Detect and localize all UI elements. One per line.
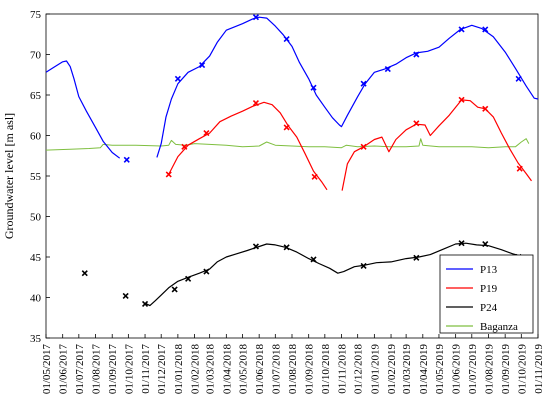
data-point-p13 (252, 14, 259, 21)
x-tick-label: 01/04/2019 (418, 344, 430, 395)
data-point-p13 (283, 36, 290, 43)
x-tick-label: 01/09/2019 (500, 344, 512, 395)
series-line-baganza (45, 138, 530, 151)
x-tick-label: 01/05/2019 (434, 344, 446, 395)
x-tick-label: 01/10/2019 (516, 344, 528, 395)
x-tick-label: 01/10/2017 (123, 344, 135, 395)
x-tick-label: 01/12/2017 (156, 344, 168, 395)
data-point-p24 (310, 256, 317, 263)
legend-label-p13: P13 (480, 264, 498, 276)
data-point-p24 (252, 243, 259, 250)
data-point-p24 (482, 240, 489, 248)
series-p13 (45, 14, 539, 163)
data-point-p19 (311, 173, 318, 180)
y-tick-label: 70 (30, 50, 42, 62)
x-tick-label: 01/04/2018 (221, 344, 233, 395)
x-tick-label: 01/03/2019 (401, 344, 413, 395)
x-tick-label: 01/08/2018 (287, 344, 299, 395)
data-point-p13 (482, 26, 489, 33)
data-point-p24 (283, 244, 290, 251)
data-point-p19 (181, 143, 188, 150)
y-tick-label: 60 (30, 131, 42, 143)
data-point-p13 (384, 66, 391, 73)
data-point-p24 (458, 240, 465, 247)
series-layer (45, 14, 539, 308)
x-tick-label: 01/05/2018 (237, 344, 249, 395)
data-point-p24 (171, 286, 178, 293)
y-tick-label: 50 (30, 212, 42, 224)
series-p24 (81, 240, 530, 308)
x-tick-label: 01/11/2019 (533, 344, 545, 394)
x-tick-label: 01/10/2018 (320, 344, 332, 395)
data-point-p13 (458, 26, 465, 33)
data-point-p13 (360, 80, 367, 87)
data-point-p13 (515, 75, 522, 82)
x-tick-label: 01/11/2017 (140, 344, 152, 394)
y-tick-label: 45 (30, 252, 42, 264)
data-point-p19 (360, 143, 367, 150)
y-tick-label: 75 (30, 9, 42, 21)
data-point-p19 (516, 165, 523, 172)
data-point-p19 (413, 120, 420, 127)
x-tick-label: 01/01/2019 (369, 344, 381, 395)
x-tick-label: 01/02/2019 (386, 344, 398, 395)
data-point-p13 (199, 61, 206, 69)
data-point-p24 (413, 254, 420, 261)
x-tick-label: 01/07/2018 (270, 344, 282, 395)
data-point-p24 (81, 270, 88, 277)
x-tick-label: 01/03/2018 (205, 344, 217, 395)
series-p19 (165, 96, 532, 191)
x-tick-label: 01/12/2018 (353, 344, 365, 395)
x-tick-label: 01/08/2019 (483, 344, 495, 395)
y-axis: 35 40 45 50 55 60 65 70 75 (30, 9, 50, 345)
data-point-p19 (482, 105, 489, 112)
y-axis-title: Groundwater level [m asl] (2, 113, 16, 239)
series-line-p13 (45, 16, 539, 159)
y-tick-label: 35 (30, 333, 42, 345)
series-baganza (45, 138, 530, 151)
legend: P13 P19 P24 Baganza (439, 254, 534, 334)
x-tick-label: 01/08/2017 (91, 344, 103, 395)
series-line-p19 (168, 99, 532, 191)
x-tick-label: 01/09/2018 (304, 344, 316, 395)
legend-label-p19: P19 (480, 283, 498, 295)
data-point-p19 (283, 124, 290, 131)
x-tick-label: 01/07/2019 (467, 344, 479, 395)
legend-label-baganza: Baganza (480, 321, 518, 333)
x-tick-label: 01/07/2017 (74, 344, 86, 395)
data-point-p13 (123, 156, 130, 163)
x-tick-label: 01/09/2017 (107, 344, 119, 395)
data-point-p13 (310, 84, 317, 91)
y-tick-label: 65 (30, 90, 42, 102)
x-tick-label: 01/06/2018 (254, 344, 266, 395)
data-point-p24 (141, 300, 149, 308)
data-point-p19 (203, 130, 210, 137)
data-point-p13 (413, 51, 420, 58)
data-point-p13 (174, 75, 181, 82)
data-point-p19 (252, 100, 259, 107)
y-tick-label: 40 (30, 293, 42, 305)
data-point-p24 (122, 292, 129, 299)
x-tick-label: 01/11/2018 (337, 344, 349, 394)
legend-box (439, 254, 534, 334)
data-point-p24 (185, 275, 192, 282)
x-tick-label: 01/05/2017 (41, 344, 53, 395)
x-axis: 01/05/2017 01/06/2017 01/07/2017 01/08/2017… (41, 334, 545, 394)
y-tick-label: 55 (30, 171, 42, 183)
x-tick-label: 01/01/2018 (173, 344, 185, 395)
data-point-p24 (360, 262, 367, 269)
x-tick-label: 01/06/2019 (451, 344, 463, 395)
x-tick-label: 01/02/2018 (190, 344, 202, 395)
x-tick-label: 01/06/2017 (58, 344, 70, 395)
data-point-p24 (203, 268, 210, 275)
data-point-p19 (458, 96, 465, 103)
legend-label-p24: P24 (480, 302, 498, 314)
data-point-p19 (165, 171, 172, 178)
